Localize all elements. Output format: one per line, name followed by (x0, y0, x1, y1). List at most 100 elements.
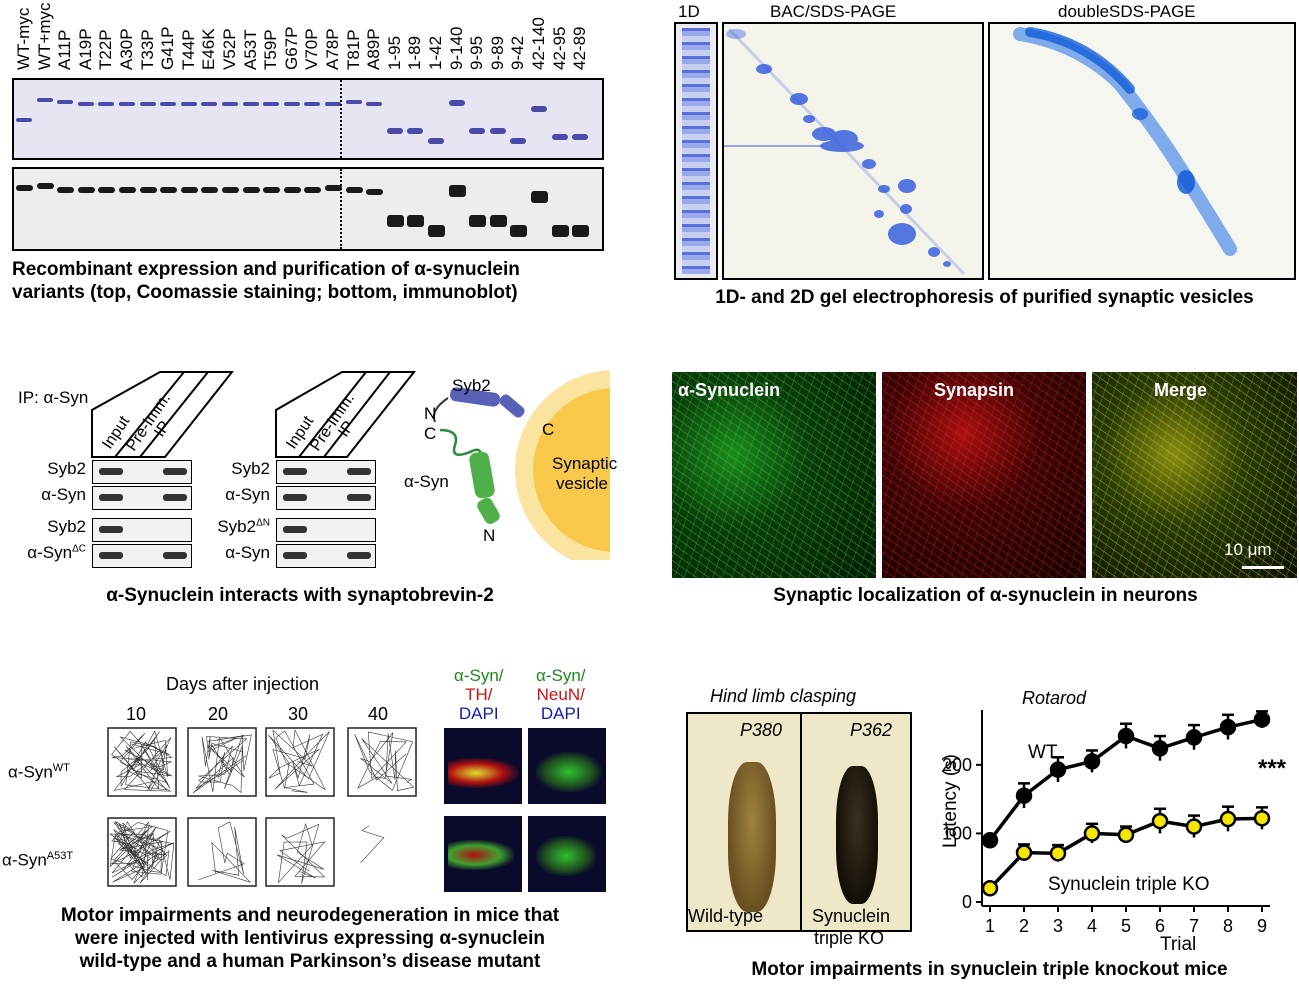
panel-c-interaction: IP: α-Syn Input Pre-Imm. IP Input Pre-Im… (0, 360, 640, 620)
blot-strip (92, 518, 192, 542)
data-point (1015, 787, 1033, 804)
data-point (1117, 727, 1135, 745)
data-point (981, 832, 999, 849)
blot-band (99, 526, 123, 533)
open-field-trace (360, 825, 385, 864)
blot-band (99, 468, 123, 475)
immunoblot-band (469, 215, 487, 227)
coomassie-band (283, 102, 300, 106)
lane-label: 9-95 (467, 35, 487, 70)
x-tick-label: 8 (1223, 916, 1233, 936)
immunoblot-band (407, 215, 425, 227)
day-10: 10 (126, 704, 147, 724)
data-point (1185, 729, 1203, 746)
blot-band (347, 494, 371, 501)
blot-band (283, 552, 307, 559)
immunoblot-band (16, 185, 33, 191)
gel-double-sds-page (988, 22, 1296, 280)
lane-label: T81P (343, 29, 363, 70)
lane-label: T44P (178, 29, 198, 70)
y-tick-label: 200 (942, 755, 972, 775)
blot-strip (276, 486, 376, 510)
immunoblot-band (283, 187, 301, 193)
immunoblot-band (531, 191, 548, 203)
x-tick-label: 2 (1019, 916, 1029, 936)
diagram-n2: N (483, 526, 496, 545)
label-1d: 1D (678, 2, 700, 21)
blot-row-label-superscript: ΔC (72, 543, 86, 555)
lane-label: T33P (137, 29, 157, 70)
lane-divider (340, 169, 342, 249)
data-point (1219, 810, 1237, 828)
immunoblot-band (510, 225, 528, 237)
brain-wt-neun (528, 728, 606, 804)
x-tick-label: 7 (1189, 916, 1199, 936)
blot-band (99, 552, 123, 559)
lane-label: V70P (302, 28, 322, 70)
immunoblot-band (242, 187, 260, 193)
blot-strip (92, 544, 192, 568)
y-tick-label: 0 (962, 892, 972, 912)
blot-row-label: α-Syn (225, 543, 270, 562)
brain-a53t-neun (528, 816, 606, 892)
data-point (1083, 753, 1101, 770)
label-ko-2: triple KO (814, 928, 885, 948)
brain-a53t-th (444, 816, 522, 892)
clasp-photo: P380 P362 (686, 712, 912, 932)
open-field-trace (265, 727, 335, 797)
x-tick-label: 4 (1087, 916, 1097, 936)
gel-bac-sds-page (722, 22, 984, 280)
lane-label: 1-89 (405, 35, 425, 70)
open-field-trace (107, 727, 177, 797)
coomassie-band (201, 102, 218, 106)
coomassie-gel (12, 78, 604, 160)
lane-label: G41P (158, 26, 178, 70)
lane-label: A30P (117, 28, 136, 70)
blot-row-label: α-Syn (41, 485, 86, 504)
lane-label: 1-95 (384, 35, 404, 70)
blot-strip (276, 544, 376, 568)
coomassie-band (242, 102, 259, 106)
data-point (1083, 825, 1101, 842)
data-point (1151, 740, 1169, 757)
x-axis-label: Trial (1160, 934, 1196, 955)
series-label-ko: Synuclein triple KO (1048, 874, 1210, 895)
blot-row-label-text: Syb2 (217, 517, 257, 536)
lane-label: G67P (281, 26, 301, 70)
clasp-title: Hind limb clasping (710, 686, 857, 706)
label-p380: P380 (740, 720, 783, 740)
blot-strip (92, 486, 192, 510)
coomassie-band (448, 100, 465, 106)
open-field-trace (187, 727, 257, 797)
panel-d-microscopy: α-Synuclein Synapsin Merge 10 μm Synapti… (672, 372, 1299, 612)
blot-band (283, 468, 307, 475)
immunoblot-band (98, 187, 116, 193)
data-point (1117, 826, 1135, 844)
lane-label: 42-89 (570, 26, 590, 70)
immunoblot-band (366, 189, 384, 195)
ko-mouse (836, 766, 878, 904)
blot-band (347, 468, 371, 475)
immunoblot-band (222, 187, 239, 193)
diagram-vesicle-1: Synaptic (552, 454, 618, 473)
label-wild-type: Wild-type (688, 906, 764, 926)
blot-band (163, 552, 187, 559)
coomassie-band (572, 134, 589, 140)
row-asyn-a53t: α-SynA53T (2, 850, 74, 870)
lane-label: A11P (55, 29, 75, 70)
day-20: 20 (208, 704, 229, 724)
blot-strip (276, 518, 376, 542)
blot-row-label: Syb2 (231, 459, 270, 478)
coomassie-band (119, 102, 135, 106)
panel-f-mice: Hind limb clasping P380 P362 Wild-type S… (680, 680, 1299, 987)
blot-band (99, 494, 123, 501)
lane-label: 42-140 (529, 17, 548, 70)
lane-label: WT+myc (34, 2, 54, 70)
coomassie-band (160, 102, 177, 106)
rotarod-chart: Rotarod 0 100 200 1 2 3 4 5 6 7 8 9 WT Synuclein tr… (940, 688, 1287, 955)
lane-label: A19P (75, 28, 95, 70)
label-bac-sds-page: BAC/SDS-PAGE (770, 2, 897, 21)
coomassie-band (510, 138, 527, 144)
image-asynuclein: α-Synuclein (672, 372, 876, 578)
coomassie-band (304, 102, 321, 106)
